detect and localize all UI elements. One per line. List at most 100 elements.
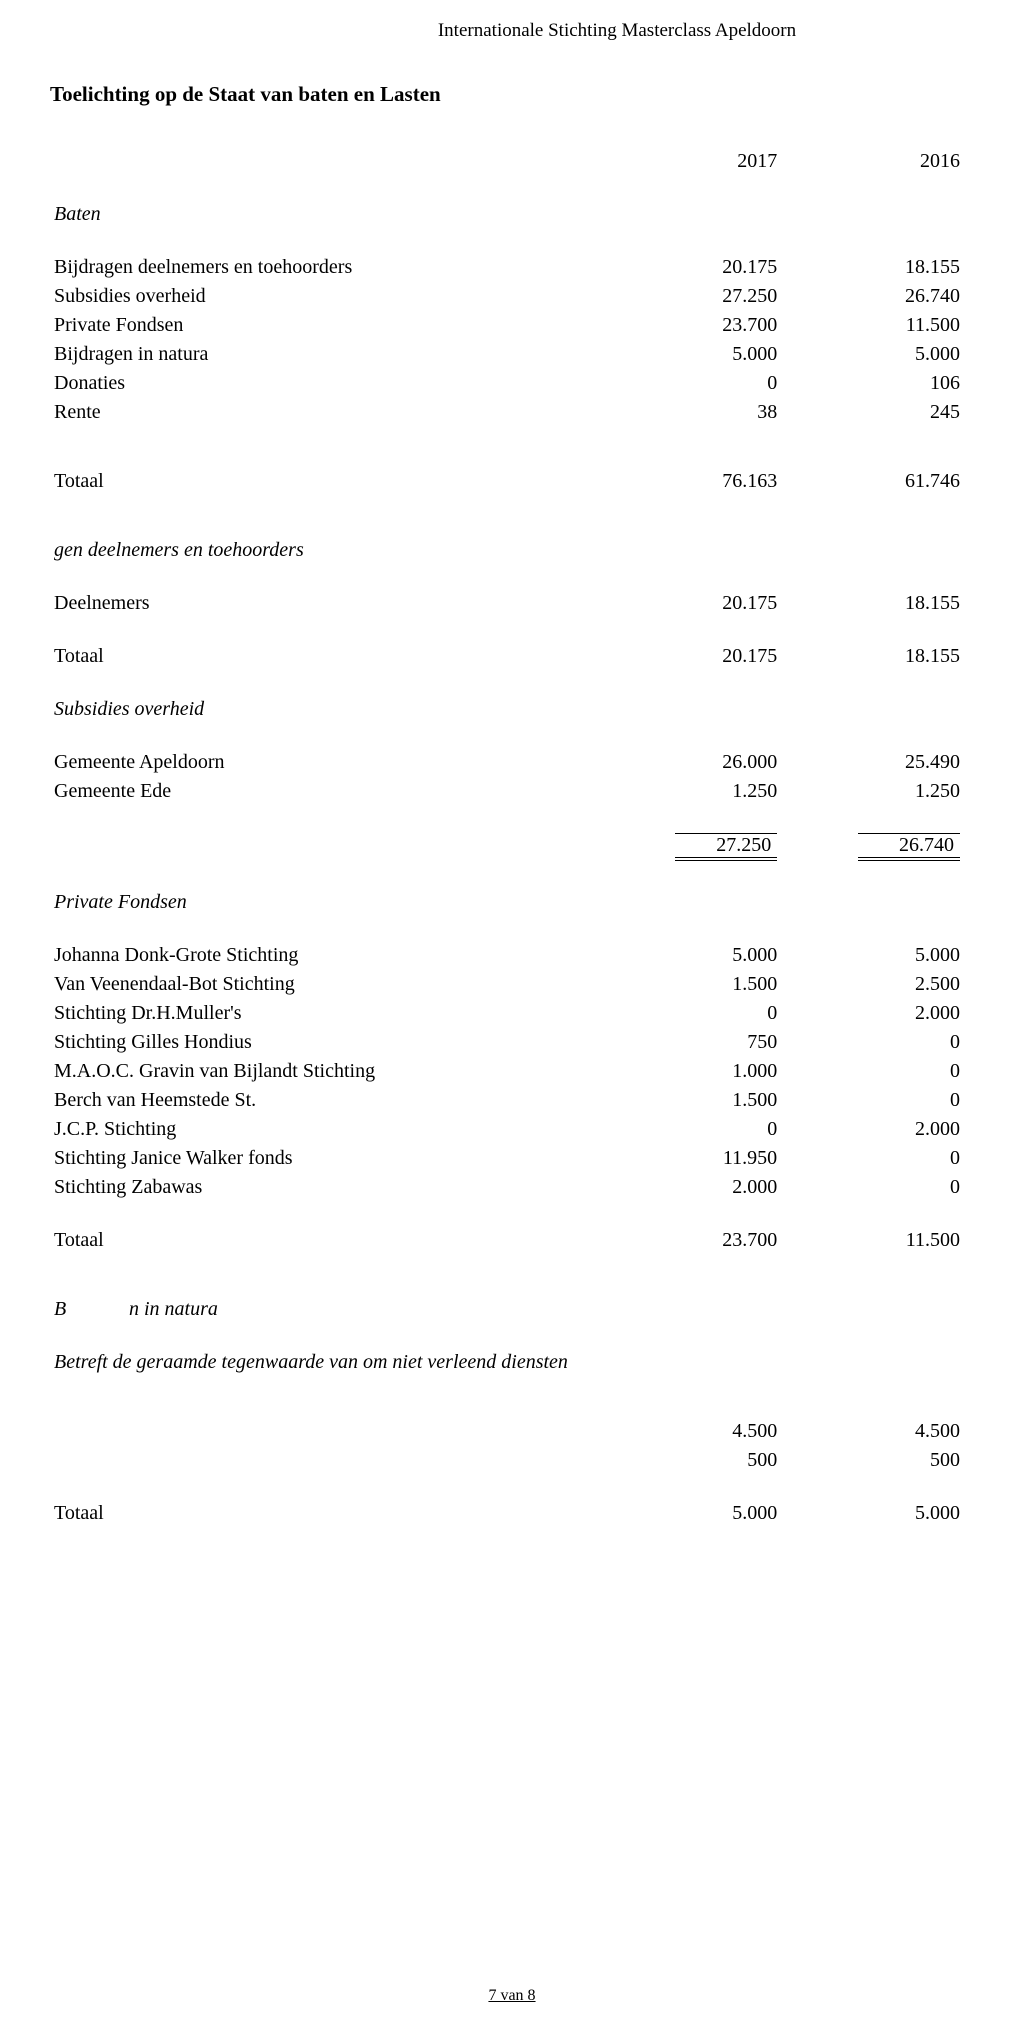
row-label: Stichting Janice Walker fonds [50,1144,598,1173]
private-total-row: Totaal 23.700 11.500 [50,1226,964,1255]
row-val-2016: 1.250 [781,777,964,806]
row-val-2016: 2.000 [781,1115,964,1144]
row-val-2017: 23.700 [598,311,781,340]
section-title: Toelichting op de Staat van baten en Las… [50,82,964,107]
row-val-2017: 750 [598,1028,781,1057]
private-heading: Private Fondsen [50,888,598,917]
natura-heading-left: B [54,1298,84,1321]
row-label: Stichting Dr.H.Muller's [50,999,598,1028]
deelnemers-total-row: Totaal 20.175 18.155 [50,642,964,671]
row-val-2016: 25.490 [781,748,964,777]
row-val-2017: 1.000 [598,1057,781,1086]
private-heading-row: Private Fondsen [50,888,964,917]
natura-heading: B n in natura [50,1295,598,1324]
row-val-2017: 5.000 [598,340,781,369]
row-label [50,1417,598,1446]
row-label: Totaal [50,642,598,671]
table-row: Berch van Heemstede St. 1.500 0 [50,1086,964,1115]
subsidies-total-row: 27.250 26.740 [50,830,964,864]
page: Internationale Stichting Masterclass Ape… [0,0,1024,2025]
table-row: Stichting Gilles Hondius 750 0 [50,1028,964,1057]
org-header: Internationale Stichting Masterclass Ape… [270,20,964,42]
row-label [50,1446,598,1475]
row-val-2017: 0 [598,999,781,1028]
row-val-2016: 245 [781,398,964,427]
row-label: Gemeente Ede [50,777,598,806]
row-label: Totaal [50,1499,598,1528]
table-row: Donaties 0 106 [50,369,964,398]
natura-total-row: Totaal 5.000 5.000 [50,1499,964,1528]
row-val-2017: 0 [598,369,781,398]
row-val-2017: 20.175 [598,589,781,618]
row-val-2017: 0 [598,1115,781,1144]
row-val-2016: 18.155 [781,589,964,618]
baten-total-row: Totaal 76.163 61.746 [50,467,964,496]
row-val-2017: 27.250 [598,830,781,864]
row-val-2016: 500 [781,1446,964,1475]
row-val-2017: 500 [598,1446,781,1475]
row-label: Subsidies overheid [50,282,598,311]
row-label: Totaal [50,1226,598,1255]
table-row: Private Fondsen 23.700 11.500 [50,311,964,340]
row-val-2016: 18.155 [781,642,964,671]
row-val-2017: 20.175 [598,642,781,671]
table-row: 4.500 4.500 [50,1417,964,1446]
row-val-2016: 106 [781,369,964,398]
row-val-2017: 1.500 [598,1086,781,1115]
row-label: Totaal [50,467,598,496]
table-row: Bijdragen deelnemers en toehoorders 20.1… [50,253,964,282]
row-label: Private Fondsen [50,311,598,340]
col-2017-header: 2017 [598,147,781,176]
row-label: Johanna Donk-Grote Stichting [50,941,598,970]
table-row: Deelnemers 20.175 18.155 [50,589,964,618]
row-label: Van Veenendaal-Bot Stichting [50,970,598,999]
row-val-2016: 0 [781,1173,964,1202]
row-val-2016: 5.000 [781,1499,964,1528]
row-val-2016: 4.500 [781,1417,964,1446]
col-2016-header: 2016 [781,147,964,176]
row-val-2016: 18.155 [781,253,964,282]
row-val-2017: 1.250 [598,777,781,806]
row-val-2016: 11.500 [781,1226,964,1255]
row-val-2016: 0 [781,1144,964,1173]
deelnemers-heading-row: gen deelnemers en toehoorders [50,536,964,565]
row-label: M.A.O.C. Gravin van Bijlandt Stichting [50,1057,598,1086]
table-row: Subsidies overheid 27.250 26.740 [50,282,964,311]
table-row: Johanna Donk-Grote Stichting 5.000 5.000 [50,941,964,970]
table-row: M.A.O.C. Gravin van Bijlandt Stichting 1… [50,1057,964,1086]
row-val-2017: 1.500 [598,970,781,999]
row-label: Berch van Heemstede St. [50,1086,598,1115]
table-row: J.C.P. Stichting 0 2.000 [50,1115,964,1144]
table-row: Stichting Janice Walker fonds 11.950 0 [50,1144,964,1173]
year-header-row: 2017 2016 [50,147,964,176]
table-row: Stichting Dr.H.Muller's 0 2.000 [50,999,964,1028]
row-val-2017: 5.000 [598,941,781,970]
natura-subheading: Betreft de geraamde tegenwaarde van om n… [50,1348,964,1377]
row-label: Deelnemers [50,589,598,618]
subsidies-heading: Subsidies overheid [50,695,598,724]
row-val-2016: 5.000 [781,941,964,970]
row-val-2017: 20.175 [598,253,781,282]
row-val-2017: 26.000 [598,748,781,777]
deelnemers-heading: gen deelnemers en toehoorders [50,536,598,565]
row-val-2017: 76.163 [598,467,781,496]
subsidies-heading-row: Subsidies overheid [50,695,964,724]
row-val-2016: 26.740 [781,830,964,864]
page-number: 7 van 8 [0,1987,1024,2005]
row-val-2016: 2.000 [781,999,964,1028]
table-row: Stichting Zabawas 2.000 0 [50,1173,964,1202]
natura-heading-right: n in natura [129,1298,218,1321]
row-val-2016: 61.746 [781,467,964,496]
row-label: Donaties [50,369,598,398]
row-label: Gemeente Apeldoorn [50,748,598,777]
row-label: Rente [50,398,598,427]
baten-heading-row: Baten [50,200,964,229]
row-val-2016: 0 [781,1057,964,1086]
row-val-2016: 0 [781,1086,964,1115]
table-row: Gemeente Apeldoorn 26.000 25.490 [50,748,964,777]
table-row: Rente 38 245 [50,398,964,427]
financial-table: 2017 2016 Baten Bijdragen deelnemers en … [50,147,964,1528]
row-val-2017: 11.950 [598,1144,781,1173]
row-val-2016: 26.740 [781,282,964,311]
underline-total: 27.250 [675,833,777,861]
